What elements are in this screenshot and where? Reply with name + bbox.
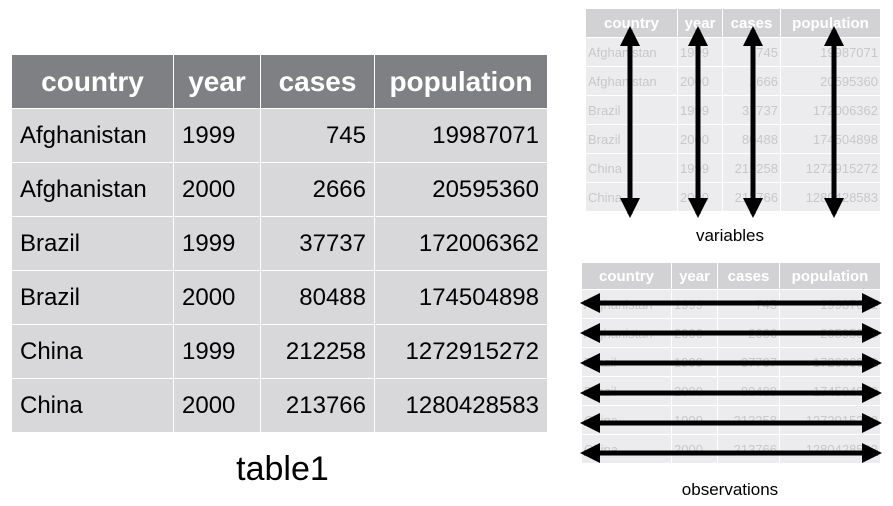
mini-header-year: year (671, 262, 718, 290)
cell-country: Afghanistan (11, 108, 174, 163)
mini-header-country: country (581, 262, 672, 290)
table-row: China 1999 212258 1272915272 (11, 324, 548, 379)
cell-country: Brazil (11, 216, 174, 271)
cell-population: 19987071 (374, 108, 548, 163)
table-row: Brazil 2000 80488 174504898 (11, 270, 548, 325)
cell-cases: 212258 (260, 324, 375, 379)
mini-cell-cases: 37737 (722, 95, 781, 125)
main-table: country year cases population Afghanista… (11, 54, 548, 433)
mini-header-cases: cases (717, 262, 780, 290)
cell-cases: 213766 (260, 378, 375, 433)
cell-year: 2000 (173, 270, 261, 325)
cell-country: China (11, 324, 174, 379)
header-population: population (374, 54, 548, 109)
cell-year: 2000 (173, 162, 261, 217)
cell-cases: 745 (260, 108, 375, 163)
observations-caption: observations (681, 480, 779, 499)
table-row: Afghanistan 1999 745 19987071 (11, 108, 548, 163)
main-table-caption: table1 (236, 450, 329, 488)
cell-country: China (11, 378, 174, 433)
mini-header-row: country year cases population (581, 262, 881, 290)
cell-population: 174504898 (374, 270, 548, 325)
cell-population: 1280428583 (374, 378, 548, 433)
cell-population: 20595360 (374, 162, 548, 217)
cell-cases: 2666 (260, 162, 375, 217)
cell-cases: 80488 (260, 270, 375, 325)
table-row: China 2000 213766 1280428583 (11, 378, 548, 433)
cell-country: Afghanistan (11, 162, 174, 217)
cell-year: 1999 (173, 108, 261, 163)
table-row: Afghanistan 2000 2666 20595360 (11, 162, 548, 217)
variables-caption: variables (695, 226, 765, 245)
cell-population: 172006362 (374, 216, 548, 271)
header-country: country (11, 54, 174, 109)
cell-population: 1272915272 (374, 324, 548, 379)
header-row: country year cases population (11, 54, 548, 109)
cell-year: 2000 (173, 378, 261, 433)
